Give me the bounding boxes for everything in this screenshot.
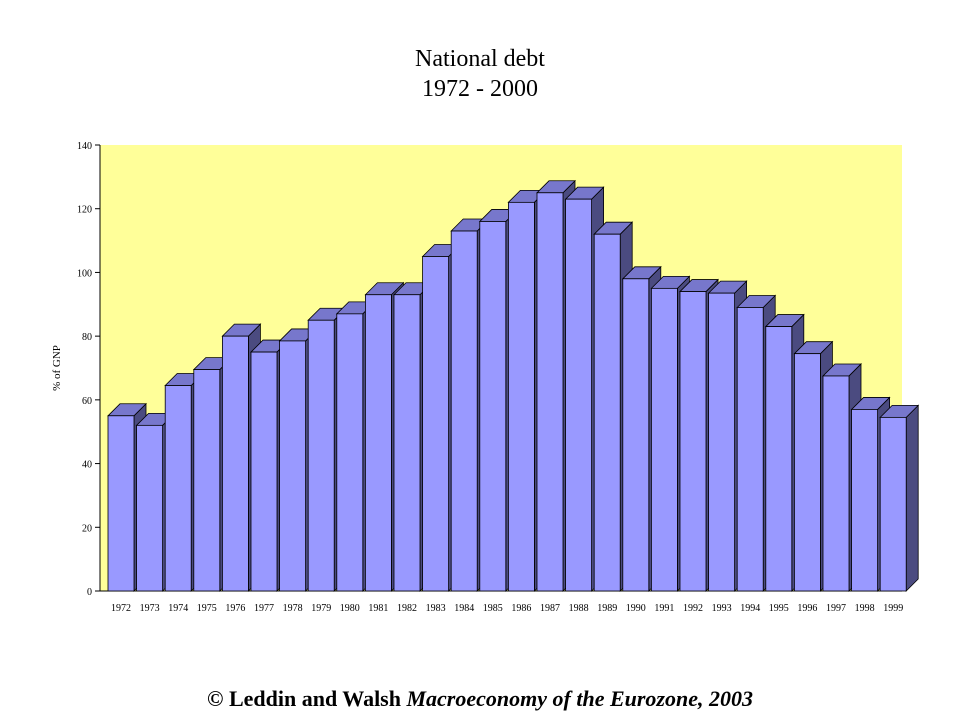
bar-front [393,294,421,592]
x-tick-label: 1987 [540,603,560,614]
bar-front [708,292,735,592]
y-tick-label: 100 [77,268,92,279]
bar-front [822,375,850,592]
chart-title-block: National debt 1972 - 2000 [0,44,960,104]
bar-front [622,278,650,592]
bar-front [593,233,621,592]
bar-front [450,230,478,592]
bar-front [364,294,392,592]
x-tick-label: 1972 [111,603,131,614]
x-tick-label: 1979 [311,603,331,614]
chart-title: National debt [415,46,545,72]
y-tick-label: 80 [82,332,92,343]
footer-book-title: Macroeconomy of the Eurozone, 2003 [406,686,753,711]
bar-1999 [879,404,920,592]
x-tick-label: 1975 [197,603,217,614]
x-tick-label: 1982 [397,603,417,614]
footer-authors: Leddin and Walsh [228,686,401,711]
x-tick-label: 1983 [426,603,446,614]
x-tick-label: 1993 [712,603,732,614]
copyright-symbol: © [207,686,224,711]
x-tick-label: 1998 [855,603,875,614]
y-tick-label: 120 [77,205,92,216]
x-tick-label: 1984 [454,603,474,614]
bar-1990 [621,265,662,592]
bar-front [507,201,535,592]
x-tick-label: 1997 [826,603,846,614]
x-tick-label: 1978 [283,603,303,614]
bar-front [794,353,821,592]
x-tick-label: 1985 [483,603,503,614]
x-tick-label: 1976 [225,603,245,614]
x-tick-label: 1999 [883,603,903,614]
bar-side [905,404,919,592]
bar-front [536,192,564,592]
y-tick-label: 140 [77,141,92,152]
bar-front [336,313,364,592]
x-tick-label: 1980 [340,603,360,614]
y-axis-label: % of GNP [51,345,63,391]
bar-front [736,307,764,592]
bar-front [307,319,335,592]
bar-front [250,351,278,592]
bar-front [765,326,793,592]
bar-front [107,415,135,592]
y-tick-label: 60 [82,396,92,407]
x-tick-label: 1977 [254,603,274,614]
bar-front [479,221,507,592]
bar-front [679,291,707,592]
x-tick-label: 1988 [569,603,589,614]
footer-credit: © Leddin and Walsh Macroeconomy of the E… [0,686,960,712]
chart-subtitle: 1972 - 2000 [422,76,538,102]
bar-front [651,287,678,592]
x-tick-label: 1989 [597,603,617,614]
bar-front [879,416,907,592]
x-tick-label: 1996 [797,603,817,614]
bar-front [279,340,307,592]
y-tick-label: 40 [82,460,92,471]
bar-front [851,409,878,592]
x-tick-label: 1991 [654,603,674,614]
x-tick-label: 1973 [140,603,160,614]
x-tick-label: 1994 [740,603,760,614]
bar-front [193,369,221,592]
y-tick-label: 0 [87,587,92,598]
bar-front [164,385,192,592]
bar-front [221,335,249,592]
bar-front [565,198,592,592]
x-tick-label: 1981 [368,603,388,614]
bar-front [136,424,164,592]
x-tick-label: 1995 [769,603,789,614]
bar-front [422,256,450,592]
x-tick-label: 1992 [683,603,703,614]
y-tick-label: 20 [82,523,92,534]
x-tick-label: 1974 [168,603,188,614]
x-tick-label: 1990 [626,603,646,614]
x-tick-label: 1986 [511,603,531,614]
